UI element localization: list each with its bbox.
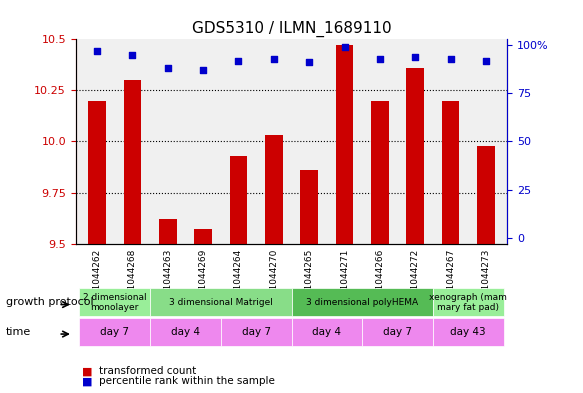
Bar xyxy=(300,170,318,244)
Text: day 4: day 4 xyxy=(171,327,200,337)
Text: day 7: day 7 xyxy=(241,327,271,337)
Text: day 7: day 7 xyxy=(100,327,129,337)
Text: time: time xyxy=(6,327,31,337)
Text: 3 dimensional Matrigel: 3 dimensional Matrigel xyxy=(169,298,273,307)
Text: 3 dimensional polyHEMA: 3 dimensional polyHEMA xyxy=(306,298,418,307)
Bar xyxy=(336,46,353,244)
Text: day 4: day 4 xyxy=(312,327,342,337)
Bar xyxy=(442,101,459,244)
Text: ■: ■ xyxy=(82,366,92,376)
Text: 2 dimensional
monolayer: 2 dimensional monolayer xyxy=(83,292,146,312)
Point xyxy=(269,55,279,62)
Bar xyxy=(406,68,424,244)
Bar xyxy=(230,156,247,244)
Bar xyxy=(88,101,106,244)
Point xyxy=(128,51,137,58)
Point xyxy=(482,57,491,64)
Point xyxy=(163,65,173,72)
Point xyxy=(92,48,101,54)
Bar xyxy=(124,80,141,244)
Text: growth protocol: growth protocol xyxy=(6,297,93,307)
Text: transformed count: transformed count xyxy=(99,366,196,376)
Title: GDS5310 / ILMN_1689110: GDS5310 / ILMN_1689110 xyxy=(192,20,391,37)
Bar xyxy=(159,219,177,244)
Text: day 7: day 7 xyxy=(383,327,412,337)
Point xyxy=(375,55,385,62)
Text: day 43: day 43 xyxy=(451,327,486,337)
Point xyxy=(304,59,314,66)
Point xyxy=(446,55,455,62)
Text: xenograph (mam
mary fat pad): xenograph (mam mary fat pad) xyxy=(429,292,507,312)
Point xyxy=(410,53,420,60)
Bar xyxy=(194,230,212,244)
Bar xyxy=(265,135,283,244)
Text: ■: ■ xyxy=(82,376,92,386)
Point xyxy=(340,44,349,50)
Point xyxy=(234,57,243,64)
Bar xyxy=(477,145,495,244)
Point xyxy=(198,67,208,73)
Bar xyxy=(371,101,389,244)
Text: percentile rank within the sample: percentile rank within the sample xyxy=(99,376,275,386)
